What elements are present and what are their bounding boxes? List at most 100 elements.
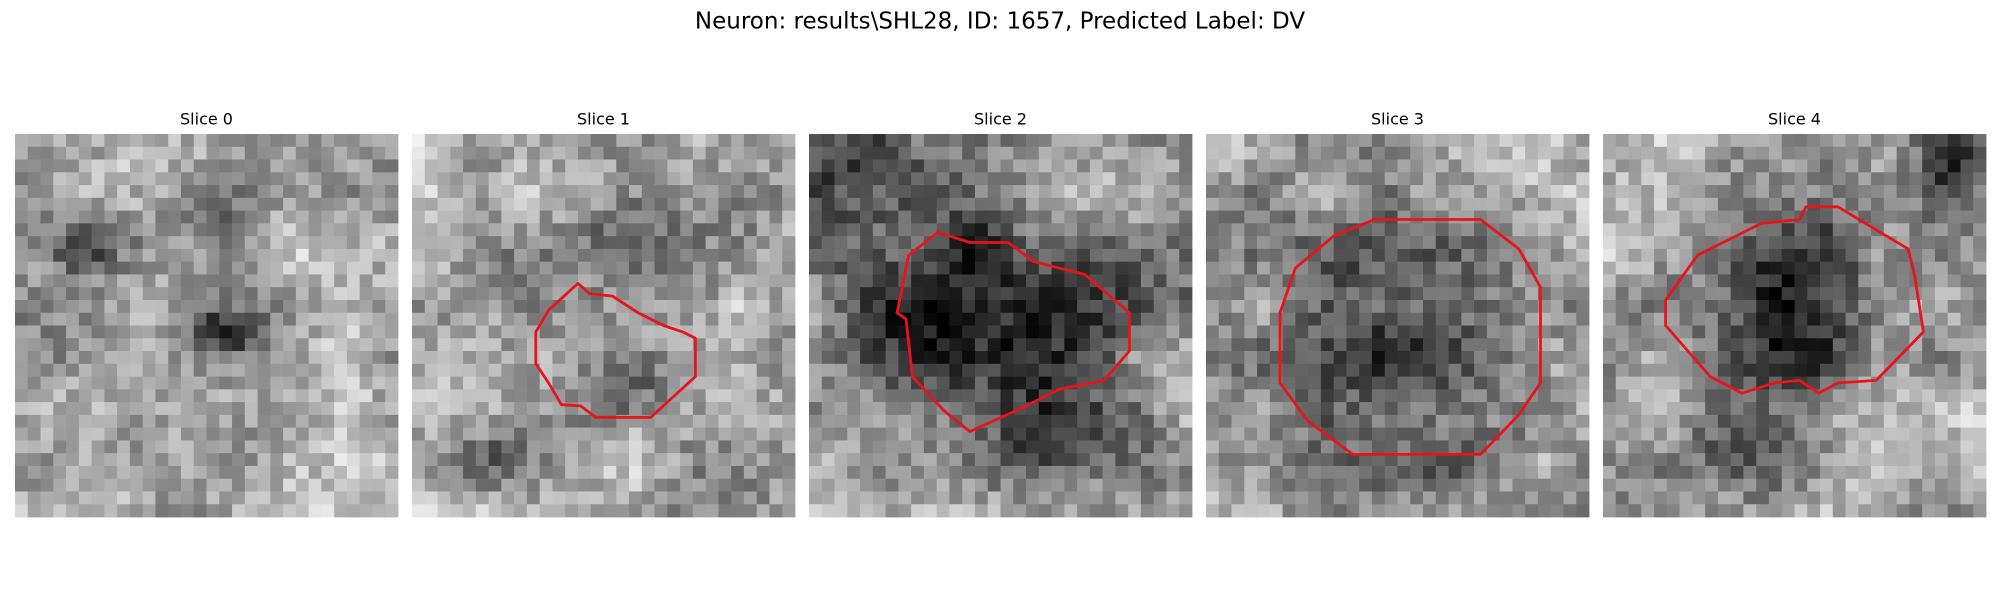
pixel [1000, 440, 1014, 454]
pixel [1320, 453, 1335, 467]
pixel [450, 248, 464, 263]
pixel [1654, 299, 1668, 314]
pixel [1320, 478, 1335, 492]
pixel [1768, 363, 1783, 377]
pixel [641, 236, 655, 250]
pixel [1679, 440, 1693, 454]
pixel [40, 376, 54, 390]
pixel [539, 325, 553, 339]
pixel [1781, 248, 1795, 263]
pixel [117, 312, 131, 326]
pixel [974, 185, 989, 199]
pixel [1807, 197, 1821, 211]
pixel [577, 338, 592, 352]
pixel [898, 134, 912, 148]
pixel [1140, 414, 1155, 429]
pixel [847, 325, 861, 339]
pixel [244, 504, 258, 518]
pixel [1947, 172, 1961, 186]
pixel [667, 223, 681, 237]
pixel [1486, 363, 1501, 377]
pixel [1013, 440, 1027, 454]
pixel [1448, 465, 1462, 480]
pixel [270, 389, 284, 403]
pixel [15, 363, 29, 377]
pixel [1692, 146, 1706, 160]
pixel [949, 210, 963, 224]
pixel [1013, 185, 1027, 199]
pixel [359, 274, 373, 288]
pixel [1423, 210, 1437, 224]
pixel [1333, 402, 1347, 416]
pixel [769, 261, 783, 275]
pixel [860, 427, 874, 441]
pixel [782, 376, 796, 390]
pixel [27, 338, 41, 352]
pixel [872, 261, 886, 275]
pixel [1858, 338, 1872, 352]
pixel [1960, 146, 1974, 160]
pixel [475, 440, 489, 454]
pixel [539, 210, 553, 224]
pixel [1768, 427, 1783, 441]
pixel [911, 453, 925, 467]
pixel [1628, 465, 1642, 480]
pixel [641, 223, 655, 237]
pixel [1781, 465, 1795, 480]
pixel [1218, 376, 1232, 390]
pixel [155, 287, 169, 301]
pixel [1474, 134, 1488, 148]
pixel [923, 402, 938, 416]
slice-image [809, 134, 1193, 518]
pixel [1346, 491, 1360, 505]
pixel [450, 287, 464, 301]
pixel [1832, 185, 1846, 199]
pixel [514, 376, 528, 390]
pixel [1909, 504, 1923, 518]
pixel [692, 504, 707, 518]
pixel [1359, 146, 1373, 160]
pixel [1922, 146, 1936, 160]
pixel [1064, 274, 1078, 288]
pixel [385, 453, 399, 467]
pixel [743, 274, 758, 288]
pixel [885, 185, 899, 199]
pixel [450, 478, 464, 492]
pixel [168, 402, 182, 416]
pixel [936, 261, 950, 275]
pixel [78, 197, 92, 211]
pixel [450, 389, 464, 403]
pixel [1153, 465, 1167, 480]
pixel [155, 261, 169, 275]
pixel [346, 414, 361, 429]
pixel [1692, 440, 1706, 454]
pixel [1026, 210, 1040, 224]
pixel [1308, 223, 1322, 237]
pixel [552, 478, 566, 492]
pixel [1206, 363, 1220, 377]
pixel [1537, 248, 1552, 263]
pixel [219, 453, 233, 467]
pixel [91, 453, 105, 467]
pixel [860, 478, 874, 492]
pixel [295, 325, 310, 339]
pixel [385, 402, 399, 416]
pixel [911, 185, 925, 199]
pixel [860, 312, 874, 326]
pixel [1359, 504, 1373, 518]
pixel [1244, 185, 1258, 199]
pixel [1960, 389, 1974, 403]
pixel [321, 248, 335, 263]
pixel [27, 146, 41, 160]
pixel [847, 236, 861, 250]
pixel [359, 197, 373, 211]
pixel [1858, 427, 1872, 441]
pixel [1934, 146, 1949, 160]
pixel [450, 236, 464, 250]
pixel [847, 134, 861, 148]
pixel [1832, 351, 1846, 365]
pixel [1820, 299, 1834, 314]
pixel [193, 389, 207, 403]
pixel [1499, 325, 1513, 339]
pixel [654, 414, 668, 429]
